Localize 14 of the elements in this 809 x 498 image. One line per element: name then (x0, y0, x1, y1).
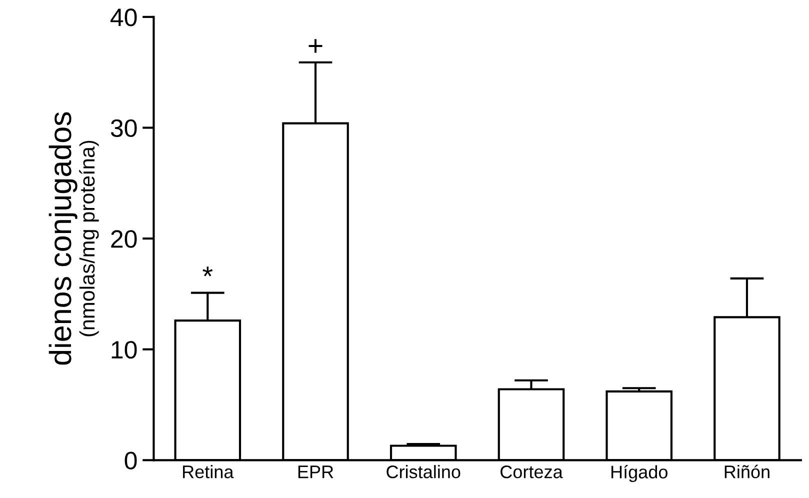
annotation: + (308, 39, 322, 53)
x-tick-label: Retina (183, 465, 234, 478)
y-tick-label: 30 (110, 119, 137, 138)
x-tick-label: EPR (298, 466, 334, 478)
y-axis-title: dienos conjugados (nmolas/mg proteína) (48, 112, 99, 365)
annotation: * (202, 266, 213, 276)
y-tick-label: 0 (124, 452, 137, 470)
y-tick-label: 40 (110, 8, 137, 26)
x-tick-label: Riñón (724, 464, 770, 478)
x-tick-label: Corteza (500, 465, 563, 478)
x-tick-label: Hígado (611, 465, 668, 482)
x-tick-label: Cristalino (386, 465, 460, 478)
y-tick-label: 20 (111, 230, 137, 248)
y-tick-label: 10 (112, 340, 137, 359)
